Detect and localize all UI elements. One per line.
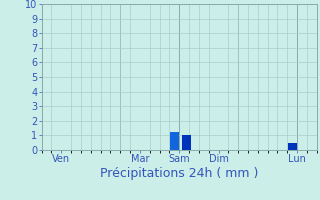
Bar [182, 135, 191, 150]
Bar [288, 143, 297, 150]
Bar [170, 132, 179, 150]
X-axis label: Précipitations 24h ( mm ): Précipitations 24h ( mm ) [100, 167, 258, 180]
